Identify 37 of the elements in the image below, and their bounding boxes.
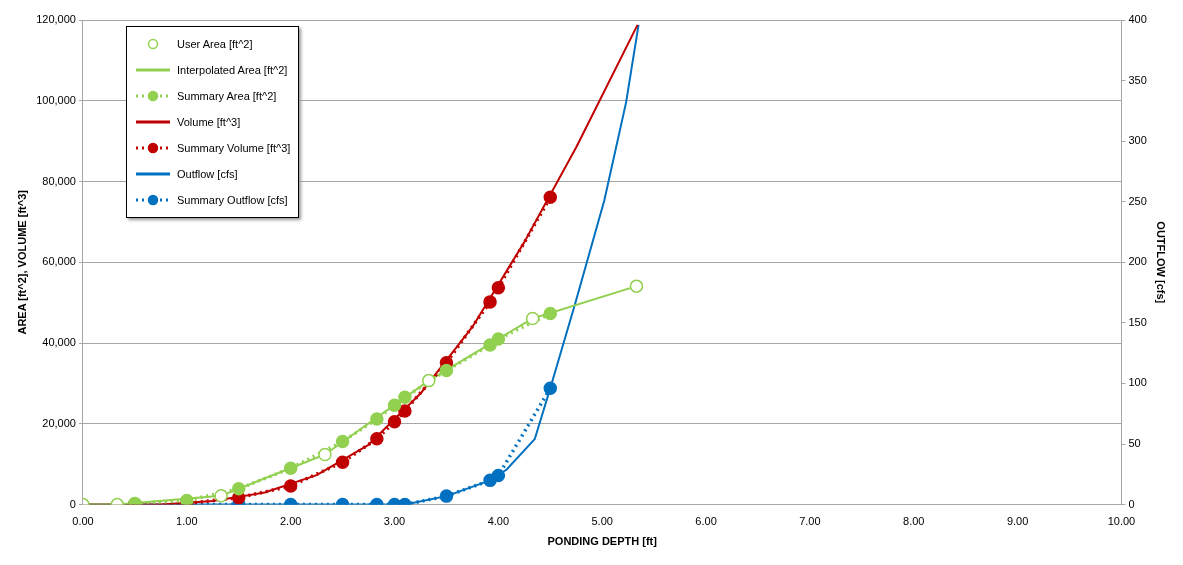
x-tick-label: 6.00 xyxy=(695,515,717,528)
y-tick-label: 0 xyxy=(69,497,76,510)
y2-tick-label: 150 xyxy=(1128,315,1147,328)
x-tick-label: 2.00 xyxy=(279,515,302,528)
x-tick-label: 7.00 xyxy=(799,515,821,528)
legend-label: Outflow [cfs] xyxy=(177,168,238,180)
y2-tick-label: 250 xyxy=(1128,194,1147,207)
y2-tick-label: 0 xyxy=(1128,497,1135,510)
x-tick-label: 1.00 xyxy=(176,515,198,528)
y-tick-label: 120,000 xyxy=(36,13,76,26)
y-tick-label: 20,000 xyxy=(42,416,76,429)
legend-label: User Area [ft^2] xyxy=(177,38,253,50)
y-tick-label: 40,000 xyxy=(42,336,76,349)
y2-tick-label: 200 xyxy=(1128,255,1147,268)
legend-label: Volume [ft^3] xyxy=(177,116,241,128)
y-axis-title: AREA [ft^2], VOLUME [ft^3] xyxy=(15,189,28,335)
y-tick-label: 60,000 xyxy=(42,255,76,268)
x-tick-label: 3.00 xyxy=(383,515,406,528)
legend-label: Interpolated Area [ft^2] xyxy=(177,64,288,76)
y-tick-label: 100,000 xyxy=(36,93,76,106)
y2-tick-label: 100 xyxy=(1128,376,1147,389)
legend-label: Summary Volume [ft^3] xyxy=(177,142,291,154)
y2-tick-label: 50 xyxy=(1128,437,1141,450)
x-tick-label: 8.00 xyxy=(903,515,925,528)
x-tick-label: 9.00 xyxy=(1006,515,1029,528)
legend-label: Summary Outflow [cfs] xyxy=(177,194,288,206)
y2-tick-label: 350 xyxy=(1128,73,1147,86)
x-axis-title: PONDING DEPTH [ft] xyxy=(547,535,658,548)
y2-axis-title: OUTFLOW [cfs] xyxy=(1155,221,1168,304)
y2-tick-label: 400 xyxy=(1128,13,1147,26)
legend-label: Summary Area [ft^2] xyxy=(177,90,277,102)
x-tick-label: 4.00 xyxy=(487,515,510,528)
x-tick-label: 10.00 xyxy=(1107,515,1136,528)
y2-tick-label: 300 xyxy=(1128,134,1147,147)
x-tick-label: 0.00 xyxy=(72,515,94,528)
x-tick-label: 5.00 xyxy=(591,515,613,528)
y-tick-label: 80,000 xyxy=(42,174,76,187)
